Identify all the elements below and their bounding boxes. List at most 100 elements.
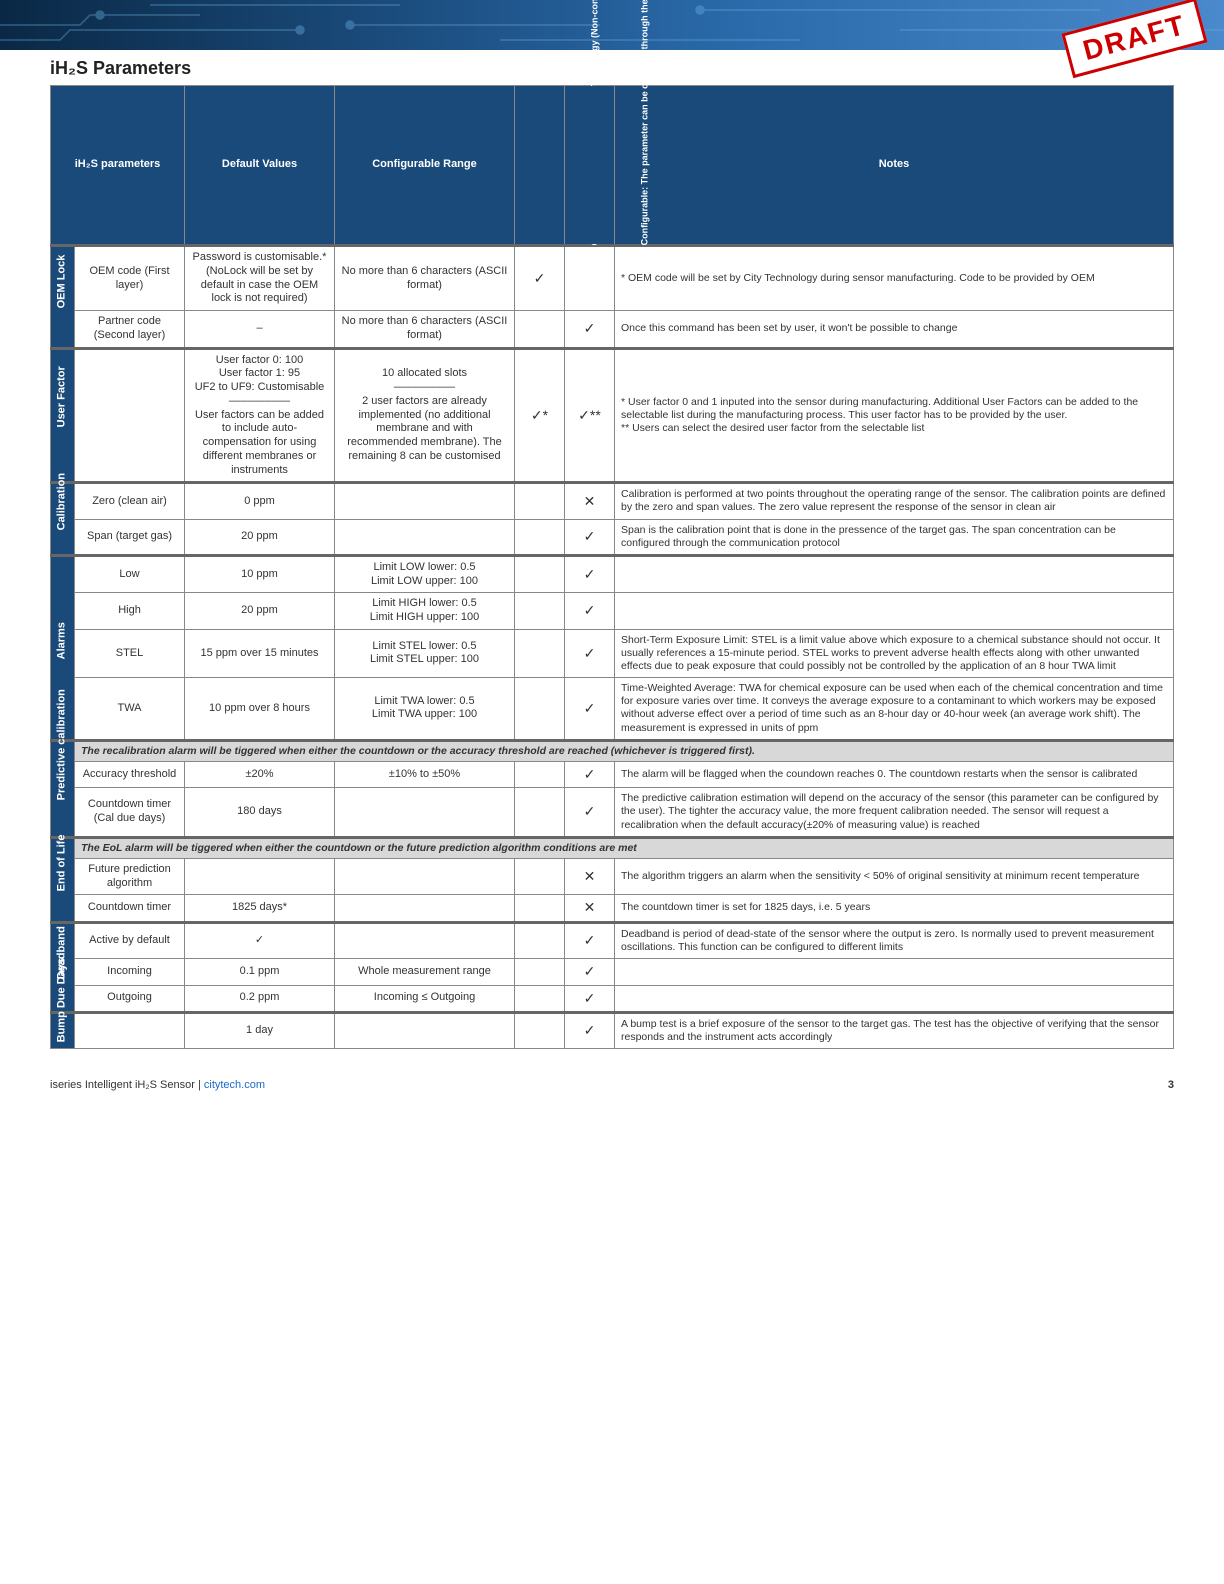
cell-cust: ✓	[515, 246, 565, 311]
cell-default: 10 ppm	[185, 555, 335, 593]
cell-default: 0.1 ppm	[185, 959, 335, 986]
cell-default: 20 ppm	[185, 519, 335, 555]
cell-param: Active by default	[75, 922, 185, 958]
table-row: Span (target gas) 20 ppm ✓ Span is the c…	[51, 519, 1174, 555]
table-row: Partner code (Second layer) – No more th…	[51, 311, 1174, 349]
cell-param: Outgoing	[75, 985, 185, 1013]
cell-conf: ✓	[565, 788, 615, 837]
cell-cust	[515, 483, 565, 519]
th-range: Configurable Range	[335, 86, 515, 246]
page-number: 3	[1168, 1079, 1174, 1091]
cell-cust	[515, 895, 565, 923]
cell-conf: ✕	[565, 483, 615, 519]
cell-conf: ✓	[565, 629, 615, 677]
cell-param: Countdown timer	[75, 895, 185, 923]
cell-conf: ✓	[565, 761, 615, 788]
cell-cust	[515, 519, 565, 555]
cell-conf	[565, 246, 615, 311]
cell-notes: Deadband is period of dead-state of the …	[615, 922, 1174, 958]
cell-notes: Span is the calibration point that is do…	[615, 519, 1174, 555]
table-row: Bump Due Days 1 day ✓ A bump test is a b…	[51, 1013, 1174, 1049]
cell-cust	[515, 311, 565, 349]
cell-range: Limit LOW lower: 0.5 Limit LOW upper: 10…	[335, 555, 515, 593]
cell-notes: The algorithm triggers an alarm when the…	[615, 858, 1174, 895]
table-row: High 20 ppm Limit HIGH lower: 0.5 Limit …	[51, 593, 1174, 630]
cell-conf: ✓**	[565, 348, 615, 483]
cell-conf: ✕	[565, 895, 615, 923]
cell-range: Limit STEL lower: 0.5 Limit STEL upper: …	[335, 629, 515, 677]
cell-conf: ✓	[565, 555, 615, 593]
cell-range: 10 allocated slots –––––––––– 2 user fac…	[335, 348, 515, 483]
cell-default	[185, 858, 335, 895]
table-row: User Factor User factor 0: 100 User fact…	[51, 348, 1174, 483]
cell-param: Low	[75, 555, 185, 593]
cell-range: Limit TWA lower: 0.5 Limit TWA upper: 10…	[335, 678, 515, 741]
th-configurable: Configurable: The parameter can be chang…	[565, 86, 615, 246]
cell-default: Password is customisable.* (NoLock will …	[185, 246, 335, 311]
section-note-eol: The EoL alarm will be tiggered when eith…	[75, 837, 1174, 858]
cell-default: ±20%	[185, 761, 335, 788]
parameters-table: iH₂S parameters Default Values Configura…	[50, 85, 1174, 1049]
cell-conf: ✓	[565, 1013, 615, 1049]
cell-notes: Time-Weighted Average: TWA for chemical …	[615, 678, 1174, 741]
cell-default: 10 ppm over 8 hours	[185, 678, 335, 741]
cell-param: OEM code (First layer)	[75, 246, 185, 311]
footer-text: iseries Intelligent iH₂S Sensor |	[50, 1079, 204, 1091]
table-row: STEL 15 ppm over 15 minutes Limit STEL l…	[51, 629, 1174, 677]
cell-param: Zero (clean air)	[75, 483, 185, 519]
table-row: Outgoing 0.2 ppm Incoming ≤ Outgoing ✓	[51, 985, 1174, 1013]
cell-default: 180 days	[185, 788, 335, 837]
section-predictive: Predictive calibration	[51, 740, 75, 837]
cell-range	[335, 895, 515, 923]
cell-range: Incoming ≤ Outgoing	[335, 985, 515, 1013]
cell-default: ✓	[185, 922, 335, 958]
cell-cust	[515, 555, 565, 593]
table-row: Incoming 0.1 ppm Whole measurement range…	[51, 959, 1174, 986]
footer-link[interactable]: citytech.com	[204, 1079, 265, 1091]
cell-default: User factor 0: 100 User factor 1: 95 UF2…	[185, 348, 335, 483]
cell-notes	[615, 593, 1174, 630]
table-row: Deadband Active by default ✓ ✓ Deadband …	[51, 922, 1174, 958]
cell-param: Incoming	[75, 959, 185, 986]
page-title: iH₂S Parameters	[0, 50, 1224, 85]
cell-default: 0.2 ppm	[185, 985, 335, 1013]
cell-notes: The countdown timer is set for 1825 days…	[615, 895, 1174, 923]
cell-notes: The alarm will be flagged when the cound…	[615, 761, 1174, 788]
table-row: End of Life The EoL alarm will be tigger…	[51, 837, 1174, 858]
cell-default: 1825 days*	[185, 895, 335, 923]
cell-param: TWA	[75, 678, 185, 741]
cell-cust	[515, 858, 565, 895]
table-row: Alarms Low 10 ppm Limit LOW lower: 0.5 L…	[51, 555, 1174, 593]
cell-param: Accuracy threshold	[75, 761, 185, 788]
th-parameters: iH₂S parameters	[51, 86, 185, 246]
section-note-predictive: The recalibration alarm will be tiggered…	[75, 740, 1174, 761]
table-row: Predictive calibration The recalibration…	[51, 740, 1174, 761]
cell-range: ±10% to ±50%	[335, 761, 515, 788]
cell-cust	[515, 761, 565, 788]
cell-notes: The predictive calibration estimation wi…	[615, 788, 1174, 837]
cell-cust	[515, 959, 565, 986]
cell-conf: ✓	[565, 922, 615, 958]
table-row: Countdown timer 1825 days* ✕ The countdo…	[51, 895, 1174, 923]
cell-cust: ✓*	[515, 348, 565, 483]
table-row: TWA 10 ppm over 8 hours Limit TWA lower:…	[51, 678, 1174, 741]
table-row: OEM Lock OEM code (First layer) Password…	[51, 246, 1174, 311]
cell-default: 15 ppm over 15 minutes	[185, 629, 335, 677]
cell-range	[335, 1013, 515, 1049]
cell-cust	[515, 629, 565, 677]
cell-range	[335, 922, 515, 958]
cell-range: Whole measurement range	[335, 959, 515, 986]
table-row: Countdown timer (Cal due days) 180 days …	[51, 788, 1174, 837]
cell-notes: * User factor 0 and 1 inputed into the s…	[615, 348, 1174, 483]
cell-range	[335, 858, 515, 895]
cell-conf: ✓	[565, 985, 615, 1013]
cell-cust	[515, 788, 565, 837]
cell-notes	[615, 985, 1174, 1013]
section-oem-lock: OEM Lock	[51, 246, 75, 349]
cell-cust	[515, 922, 565, 958]
cell-range: No more than 6 characters (ASCII format)	[335, 311, 515, 349]
cell-cust	[515, 593, 565, 630]
section-user-factor: User Factor	[51, 348, 75, 483]
cell-param: High	[75, 593, 185, 630]
cell-param: Span (target gas)	[75, 519, 185, 555]
